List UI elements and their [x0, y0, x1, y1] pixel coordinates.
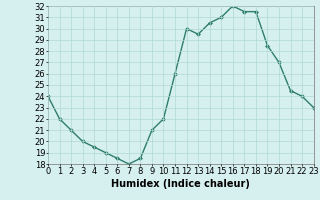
- X-axis label: Humidex (Indice chaleur): Humidex (Indice chaleur): [111, 179, 250, 189]
